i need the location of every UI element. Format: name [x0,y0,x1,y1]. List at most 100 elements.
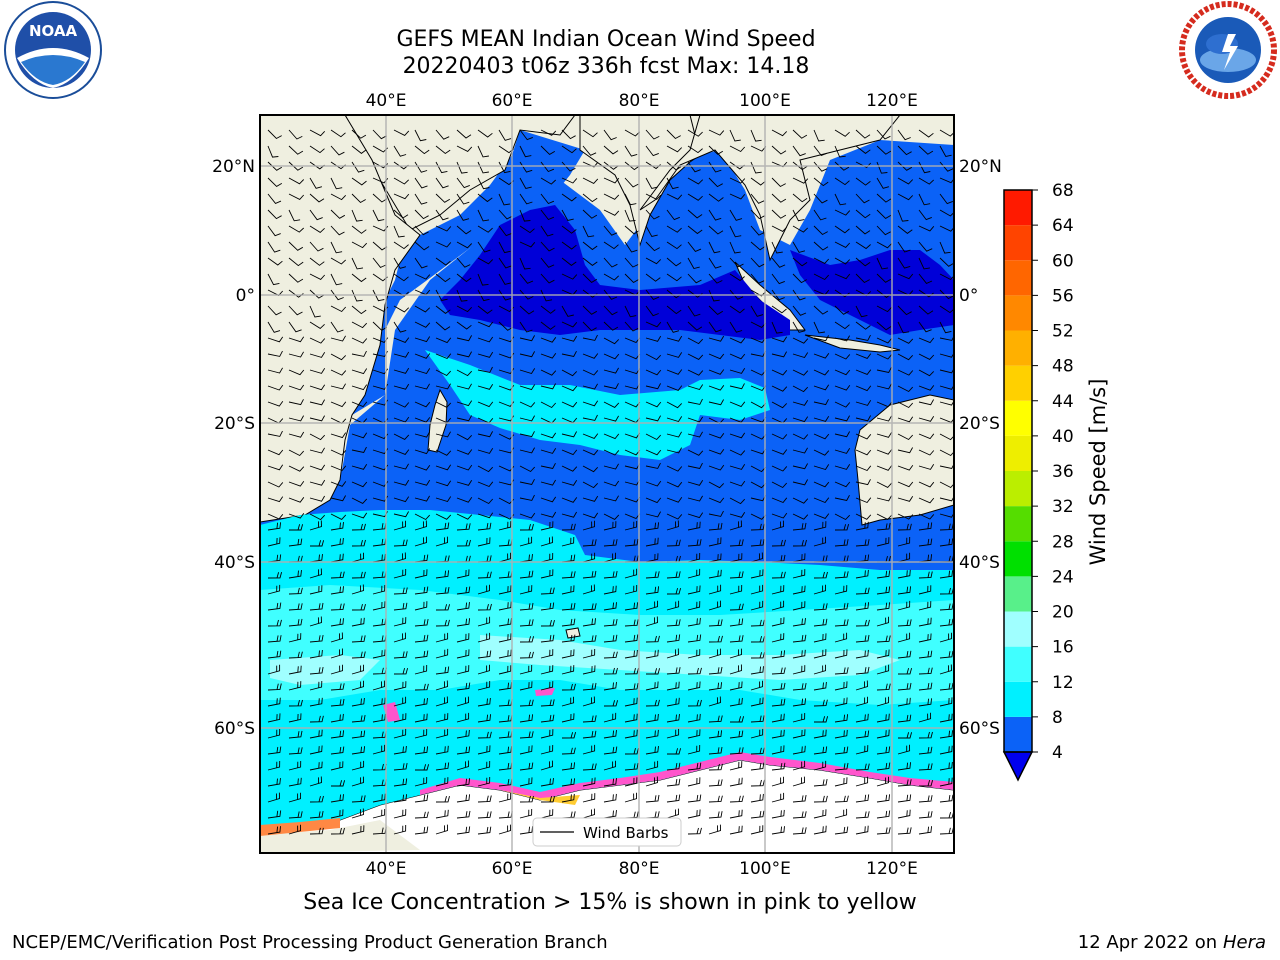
wind-barb [456,209,470,221]
colorbar-bin [1004,611,1032,647]
wind-barb [477,383,494,390]
wind-barb [771,289,785,301]
wind-barb [519,273,534,284]
wind-barb [729,209,743,221]
wind-barb [351,635,366,643]
wind-barb [897,209,909,222]
wind-barb [330,369,347,376]
wind-barb [267,664,281,675]
wind-barb [645,193,662,200]
wind-barb [708,696,721,707]
wind-barb [876,810,891,819]
wind-barb [309,827,324,835]
wind-barb [708,584,722,595]
wind-barb [540,714,555,723]
colorbar-bin [1004,506,1032,542]
wind-barb [561,305,574,317]
wind-barb [330,603,345,611]
wind-barb [330,481,347,487]
wind-barb [939,241,951,254]
wind-barb [414,464,431,471]
wind-barb [267,273,280,286]
wind-barb [582,414,598,421]
wind-barb [918,273,933,284]
wind-barb [939,682,954,691]
wind-barb [435,241,452,248]
wind-barb [393,651,408,659]
wind-barb [897,619,912,627]
lon-label-bottom: 100°E [739,859,791,879]
wind-barb [267,697,281,707]
wind-barb [771,729,785,739]
wind-barb [708,811,723,819]
lon-label-bottom: 40°E [366,859,407,879]
colorbar-tick-label: 68 [1052,181,1074,201]
colorbar-tick-label: 28 [1052,532,1074,552]
wind-barb [603,193,620,200]
wind-barb [456,351,472,358]
wind-barb [771,369,788,376]
wind-barb [435,587,450,595]
wind-barb [918,145,934,155]
wind-barb [393,321,407,333]
wind-barb [603,209,620,216]
wind-barb [876,273,892,283]
wind-barb [834,619,849,627]
wind-barb [267,257,283,266]
wind-barb [918,811,933,819]
wind-barb [351,571,366,579]
wind-barb [813,384,830,391]
wind-barb [267,350,283,357]
wind-barb [771,401,788,409]
colorbar-bin [1004,471,1032,507]
wind-barb [666,161,682,171]
wind-barb [561,696,575,707]
wind-barb [834,681,848,691]
wind-barb [414,305,431,313]
wind-barb [834,777,848,787]
wind-barb [288,665,302,675]
wind-barb [351,760,365,771]
wind-barb [456,778,471,787]
wind-barb [435,666,450,675]
subtropical-cyan-band [425,350,770,460]
map-frame [259,114,955,854]
colorbar-tick-label: 12 [1052,673,1074,693]
wind-barb [813,633,827,643]
wind-barb [456,760,469,771]
wind-barb [267,305,282,316]
wind-barb [267,619,282,627]
wind-barb [814,716,829,723]
wind-barb [267,728,281,739]
wind-barb [708,824,721,835]
wind-barb [456,810,471,819]
wind-barb [309,241,324,252]
wind-barb [876,257,889,270]
wind-barb [540,177,557,185]
wind-barb [309,415,325,422]
wind-barb [897,369,914,376]
wind-barb [646,668,661,675]
wind-barb [918,257,930,270]
wind-barb [918,353,935,360]
wind-barb [330,746,345,755]
wind-barb [540,241,555,252]
wind-barb [456,586,471,595]
wind-barb [708,746,723,755]
wind-barb [477,129,493,138]
wind-barb [540,649,554,659]
wind-barb [309,513,326,521]
colorbar-bin [1004,400,1032,436]
wind-barb [771,792,785,803]
wind-barb [330,193,347,201]
wind-barb [687,744,701,755]
wind-barb [708,145,724,155]
wind-barb [414,569,428,579]
lat-label-right: 60°S [959,719,1000,739]
wind-barb [351,305,367,315]
wind-barb [687,369,704,376]
wind-barb [288,369,305,376]
wind-barb [897,385,914,393]
wind-barb [540,552,554,563]
wind-barb [414,664,428,675]
